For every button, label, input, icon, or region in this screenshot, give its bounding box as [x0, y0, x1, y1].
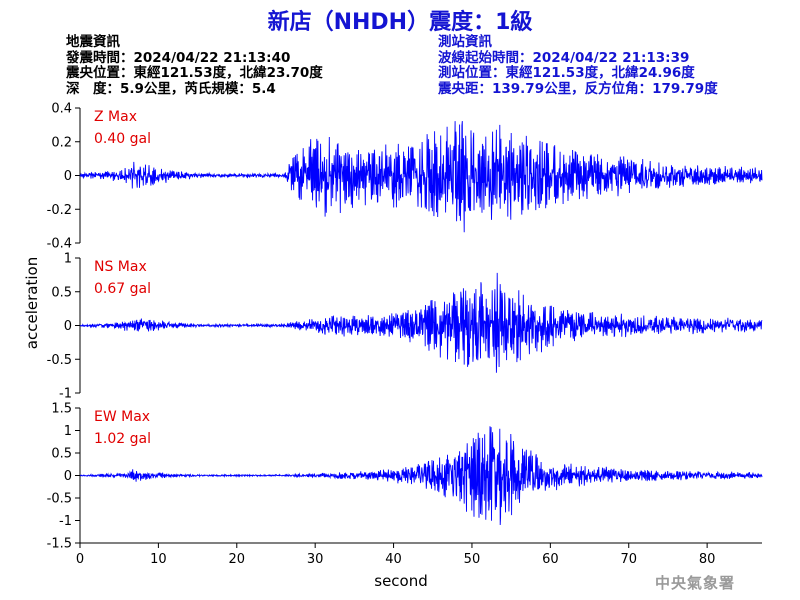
ns-max-label: NS Max: [94, 259, 147, 275]
z-y-tick-label: -0.4: [47, 237, 72, 252]
ew-y-tick-label: -1: [59, 514, 72, 529]
ew-max-value: 1.02 gal: [94, 431, 151, 447]
ew-y-tick-label: 1: [64, 424, 72, 439]
ns-y-tick-label: 0.5: [51, 285, 72, 300]
ns-y-tick-label: 1: [64, 252, 72, 267]
x-tick-label: 70: [620, 552, 637, 567]
ns-y-tick-label: -0.5: [47, 353, 72, 368]
z-waveform: [79, 121, 763, 233]
z-y-tick-label: 0: [64, 169, 72, 184]
x-tick-label: 10: [150, 552, 167, 567]
x-tick-label: 20: [229, 552, 246, 567]
z-y-tick-label: -0.2: [47, 203, 72, 218]
ew-y-tick-label: 0.5: [51, 447, 72, 462]
z-y-tick-label: 0.2: [51, 135, 72, 150]
ns-y-tick-label: 0: [64, 319, 72, 334]
epicenter-location: 震央位置：東經121.53度，北緯23.70度: [66, 65, 323, 81]
x-tick-label: 40: [385, 552, 402, 567]
earthquake-info: 地震資訊 發震時間：2024/04/22 21:13:40 震央位置：東經121…: [66, 34, 323, 97]
agency-watermark: 中央氣象署: [655, 574, 736, 592]
wave-start-time: 波線起始時間：2024/04/22 21:13:39: [438, 49, 690, 66]
z-max-label: Z Max: [94, 109, 137, 125]
ew-max-label: EW Max: [94, 409, 150, 425]
ew-waveform: [79, 426, 763, 526]
station-info-heading: 測站資訊: [438, 34, 492, 50]
station-info: 測站資訊 波線起始時間：2024/04/22 21:13:39 測站位置：東經1…: [438, 34, 718, 97]
ew-y-tick-label: -0.5: [47, 492, 72, 507]
x-tick-label: 60: [542, 552, 559, 567]
ew-y-tick-label: 1.5: [51, 402, 72, 417]
station-location: 測站位置：東經121.53度，北緯24.96度: [438, 65, 695, 81]
y-axis-label: acceleration: [23, 257, 41, 349]
depth-magnitude: 深 度：5.9公里，芮氏規模：5.4: [66, 80, 276, 97]
ns-y-tick-label: -1: [59, 387, 72, 402]
chart-title: 新店（NHDH）震度：1級: [267, 10, 533, 35]
x-tick-label: 80: [699, 552, 716, 567]
ns-waveform: [79, 272, 763, 373]
earthquake-info-heading: 地震資訊: [66, 34, 120, 50]
ns-max-value: 0.67 gal: [94, 281, 151, 297]
x-axis-label: second: [374, 572, 428, 590]
x-tick-label: 0: [76, 552, 84, 567]
ew-y-tick-label: -1.5: [47, 537, 72, 552]
x-tick-label: 50: [464, 552, 481, 567]
origin-time: 發震時間：2024/04/22 21:13:40: [66, 49, 291, 66]
z-y-tick-label: 0.4: [51, 102, 72, 117]
distance-azimuth: 震央距：139.79公里，反方位角：179.79度: [438, 80, 718, 97]
z-max-value: 0.40 gal: [94, 131, 151, 147]
x-tick-label: 30: [307, 552, 324, 567]
ew-y-tick-label: 0: [64, 469, 72, 484]
